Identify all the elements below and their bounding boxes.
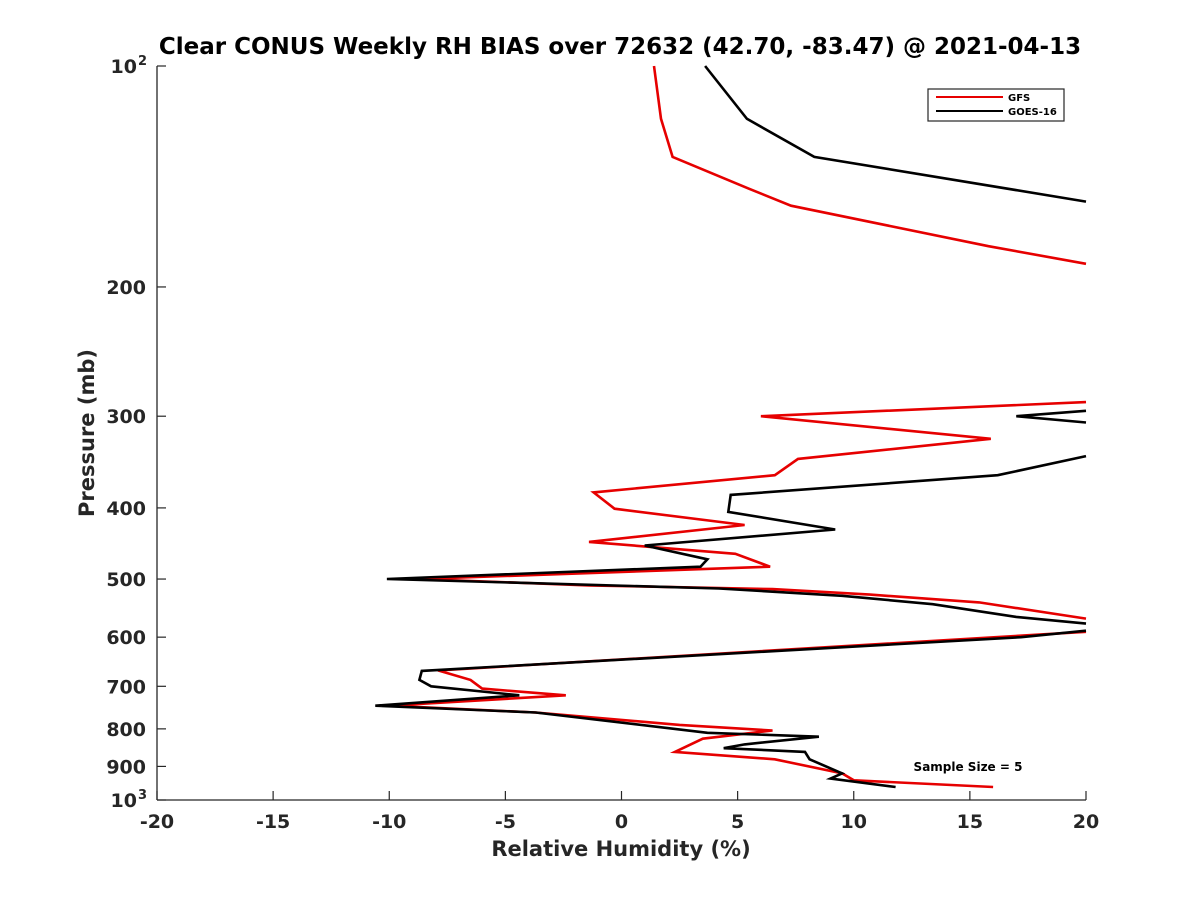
y-tick-exponent: 2 <box>138 54 147 69</box>
x-tick-label: 0 <box>615 811 628 833</box>
sample-size-annotation: Sample Size = 5 <box>914 760 1023 774</box>
legend: GFS GOES-16 <box>927 88 1065 122</box>
x-tick-label: -15 <box>256 811 290 833</box>
x-tick-label: 15 <box>957 811 983 833</box>
series-layer <box>375 65 1087 789</box>
series-line-goes16 <box>375 629 1087 789</box>
y-axis-label: Pressure (mb) <box>75 349 99 517</box>
y-tick-label: 800 <box>106 719 146 741</box>
legend-goes16-label: GOES-16 <box>1008 107 1057 118</box>
x-tick-label: 10 <box>841 811 867 833</box>
y-tick-label: 700 <box>106 676 146 698</box>
x-tick-label: -10 <box>372 811 406 833</box>
legend-box <box>927 88 1065 122</box>
x-tick-label: -5 <box>495 811 516 833</box>
legend-gfs-label: GFS <box>1008 93 1030 104</box>
x-tick-label: -20 <box>140 811 174 833</box>
x-tick-label: 20 <box>1073 811 1099 833</box>
x-ticks: -20 -15 -10 -5 0 5 10 15 20 <box>140 791 1099 833</box>
y-tick-exponent: 3 <box>138 788 147 803</box>
y-tick-label: 200 <box>106 277 146 299</box>
y-tick-label: 600 <box>106 627 146 649</box>
series-line-gfs <box>652 65 1087 266</box>
series-line-goes16 <box>704 65 1087 203</box>
y-tick-label: 500 <box>106 569 146 591</box>
series-line-goes16 <box>1016 409 1087 424</box>
series-line-goes16 <box>386 454 1087 625</box>
x-axis-label: Relative Humidity (%) <box>491 837 750 861</box>
y-tick-label: 10 <box>111 56 137 78</box>
series-line-gfs <box>389 630 1087 789</box>
y-tick-label: 900 <box>106 756 146 778</box>
y-tick-label: 10 <box>111 790 137 812</box>
y-tick-label: 400 <box>106 498 146 520</box>
series-line-gfs <box>419 400 1087 620</box>
chart-title: Clear CONUS Weekly RH BIAS over 72632 (4… <box>159 34 1081 60</box>
x-tick-label: 5 <box>731 811 744 833</box>
y-tick-label: 300 <box>106 406 146 428</box>
